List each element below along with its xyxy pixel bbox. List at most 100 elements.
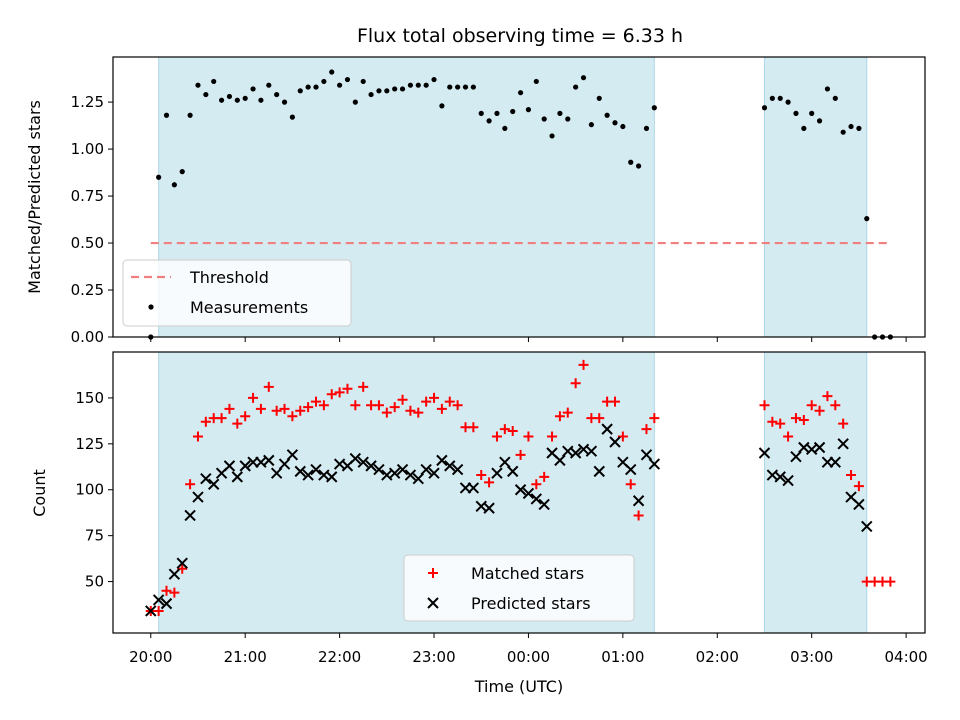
measurement-point: [392, 86, 398, 92]
matched-star-point: [814, 405, 825, 416]
matched-star-point: [436, 403, 447, 414]
bottom-axes-frame: [112, 351, 926, 634]
matched-star-point: [562, 407, 573, 418]
matched-star-point: [405, 405, 416, 416]
matched-star-point: [373, 400, 384, 411]
matched-star-point: [499, 424, 510, 435]
bottom-y-tick-label: 50: [85, 573, 104, 591]
matched-star-point: [830, 400, 841, 411]
matched-star-point: [759, 400, 770, 411]
predicted-star-point: [310, 463, 322, 476]
matched-star-point: [153, 605, 164, 616]
matched-star-point: [358, 381, 369, 392]
predicted-star-point: [467, 482, 480, 494]
bottom-y-tick-label: 150: [75, 389, 104, 407]
measurement-point: [596, 95, 602, 101]
predicted-star-point: [640, 449, 653, 461]
measurement-point: [274, 91, 280, 98]
matched-star-point: [775, 418, 786, 429]
measurement-point: [620, 123, 626, 130]
matched-star-point: [885, 576, 896, 587]
top-axes-frame: [112, 56, 926, 338]
measurement-point: [541, 116, 547, 122]
predicted-star-point: [782, 474, 794, 487]
measurement-point: [187, 112, 193, 118]
predicted-star-point: [373, 463, 385, 476]
matched-legend-icon: [428, 568, 438, 578]
x-tick-label: 00:00: [507, 648, 550, 666]
matched-star-point: [397, 394, 408, 405]
matched-star-point: [216, 413, 227, 424]
bottom-series-1: [145, 423, 873, 617]
predicted-star-point: [593, 465, 605, 478]
predicted-star-point: [506, 465, 519, 478]
matched-star-point: [192, 431, 203, 442]
predicted-star-point: [160, 597, 173, 610]
matched-star-point: [185, 479, 196, 490]
matched-star-point: [625, 479, 636, 490]
measurement-point: [258, 97, 264, 103]
bottom-legend: Matched stars Predicted stars: [403, 554, 635, 622]
bottom-y-tick-label: 100: [75, 481, 104, 499]
top-y-tick-label: 0.00: [71, 328, 104, 346]
predicted-star-point: [223, 460, 236, 472]
predicted-star-point: [412, 473, 424, 485]
matched-star-point: [838, 418, 849, 429]
predicted-star-point: [420, 463, 432, 476]
predicted-star-point: [758, 447, 771, 459]
matched-legend-label: Matched stars: [471, 564, 584, 583]
predicted-star-point: [522, 487, 535, 500]
measurement-point: [612, 120, 618, 126]
matched-star-point: [523, 431, 534, 442]
x-tick-label: 23:00: [412, 648, 455, 666]
predicted-star-point: [436, 454, 448, 467]
predicted-star-point: [861, 520, 873, 533]
measurement-point: [793, 110, 799, 116]
measurement-point: [360, 78, 366, 85]
measurement-point: [305, 84, 311, 90]
measurement-point: [840, 129, 846, 135]
predicted-star-point: [451, 463, 464, 476]
matched-star-point: [484, 477, 495, 488]
predicted-star-point: [774, 471, 786, 483]
predicted-star-point: [601, 423, 613, 435]
measurement-point: [281, 99, 288, 105]
measurement-point: [368, 91, 374, 98]
measurement-point: [462, 84, 469, 90]
measurement-point: [407, 82, 414, 88]
matched-star-point: [539, 471, 550, 482]
measurement-point: [470, 84, 476, 90]
predicted-star-point: [294, 465, 306, 478]
predicted-star-point: [396, 463, 409, 476]
measurement-point: [769, 95, 775, 101]
predicted-star-point: [302, 469, 314, 481]
threshold-legend-label: Threshold: [189, 268, 269, 287]
matched-star-point: [342, 383, 353, 394]
predicted-star-point: [483, 502, 495, 514]
predicted-star-point: [632, 495, 645, 507]
bottom-legend-box: [403, 554, 635, 622]
measurement-point: [777, 95, 783, 101]
matched-star-point: [169, 587, 180, 598]
matched-star-point: [318, 400, 329, 411]
measurement-point: [510, 108, 516, 115]
matched-star-point: [476, 470, 487, 481]
matched-star-point: [633, 510, 644, 521]
predicted-star-point: [790, 450, 802, 463]
matched-star-point: [783, 431, 794, 442]
matched-star-point: [554, 411, 565, 422]
x-tick-label: 21:00: [224, 648, 267, 666]
matched-star-point: [570, 378, 581, 389]
measurement-point: [628, 159, 634, 165]
matched-star-point: [468, 422, 479, 433]
predicted-star-point: [184, 509, 196, 522]
measurement-point: [415, 82, 421, 88]
matched-star-point: [491, 431, 502, 442]
matched-star-point: [507, 425, 518, 436]
predicted-star-point: [625, 463, 637, 476]
predicted-star-point: [837, 438, 849, 450]
bottom-series-0: [145, 359, 896, 616]
matched-star-point: [240, 411, 251, 422]
matched-star-point: [641, 424, 652, 435]
